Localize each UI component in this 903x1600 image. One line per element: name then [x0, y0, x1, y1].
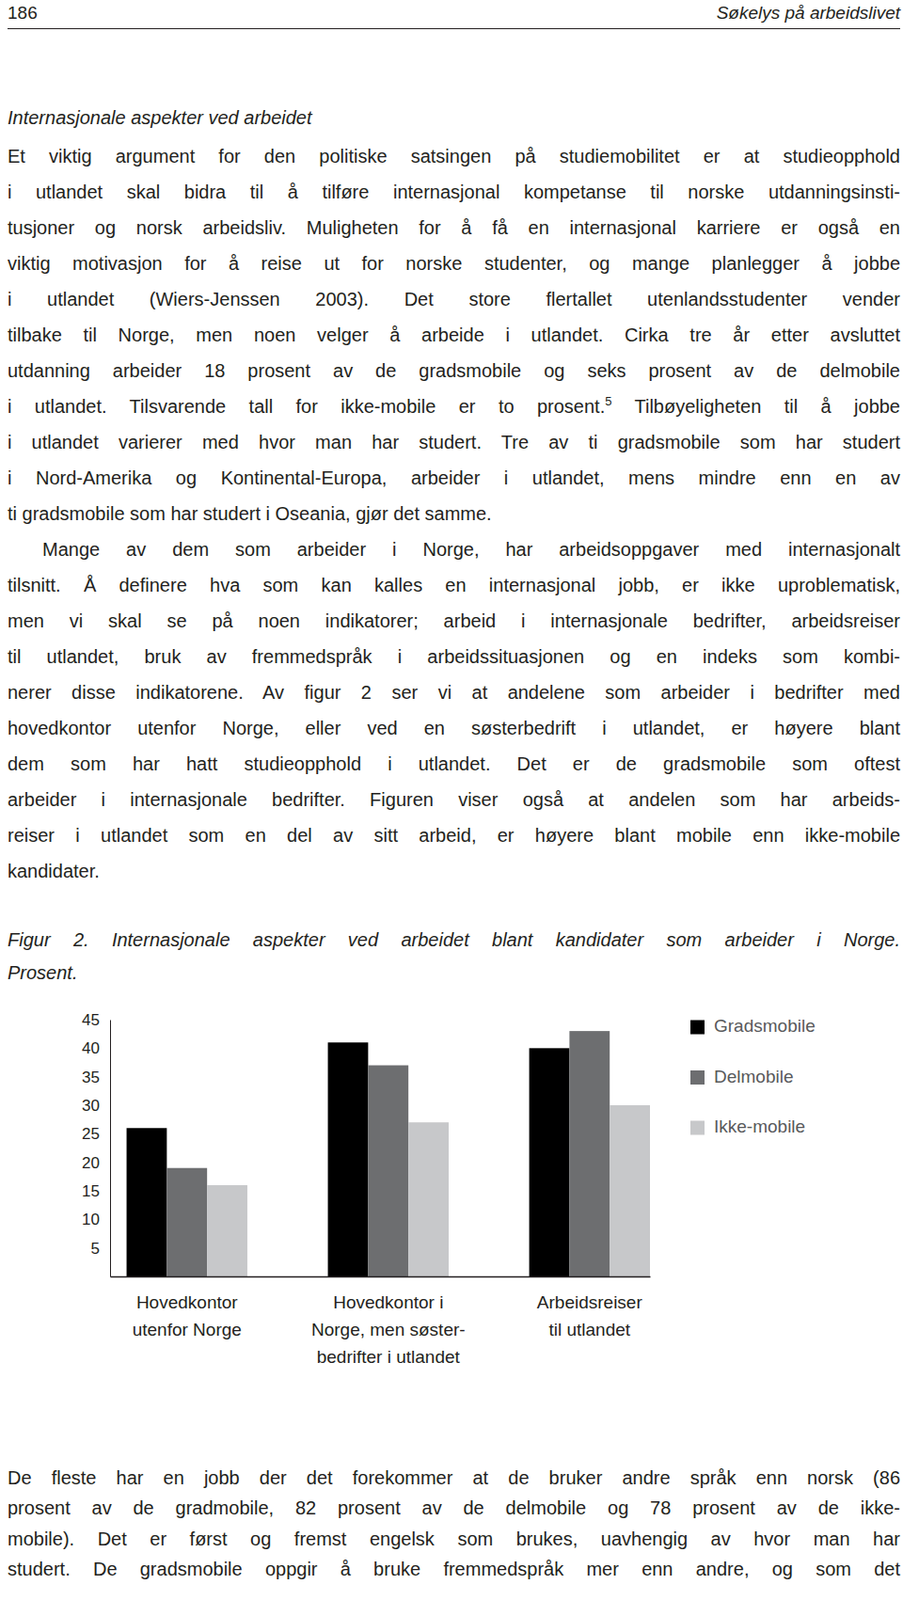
legend-label: Ikke-mobile — [713, 1116, 806, 1137]
x-tick-label: Hovedkontor i Norge, men søster-bedrifter… — [311, 1292, 466, 1367]
body-line: utdanning arbeider 18 prosent av de grad… — [7, 352, 901, 389]
legend-item: Gradsmobile — [690, 1015, 816, 1036]
x-tick-label-line: Hovedkontor i — [332, 1292, 444, 1313]
x-tick-label-line: Arbeidsreiser — [537, 1292, 644, 1313]
y-tick-label: 35 — [81, 1068, 100, 1087]
x-tick-label-line: bedrifter i utlandet — [316, 1346, 461, 1367]
bar — [408, 1122, 449, 1277]
x-tick-label-line: til utlandet — [548, 1319, 631, 1340]
y-tick-label: 45 — [81, 1011, 100, 1030]
body-line: prosent av de gradmobile, 82 prosent av … — [7, 1492, 901, 1524]
body-line: tusjoner og norsk arbeidsliv. Muligheten… — [7, 209, 901, 246]
chart: 5 10 15 20 25 30 35 40 45 Hovedkontor utenfor Norg… — [0, 0, 903, 1600]
y-tick-label: 5 — [91, 1239, 100, 1258]
figure-caption: Prosent. — [7, 956, 901, 990]
legend-item: Ikke-mobile — [690, 1116, 806, 1137]
body-line: i Nord-Amerika og Kontinental-Europa, ar… — [7, 459, 901, 496]
body-line: i utlandet. Tilsvarende tall for ikke-mo… — [7, 388, 901, 425]
body-line: men vi skal se på noen indikatorer; arbe… — [7, 602, 901, 639]
y-tick: 40 — [81, 1039, 111, 1058]
legend-item: Delmobile — [690, 1066, 793, 1087]
legend-swatch — [690, 1020, 705, 1035]
legend-swatch — [690, 1121, 705, 1136]
section-title: Internasjonale aspekter ved arbeidet — [7, 99, 313, 136]
bar — [166, 1168, 207, 1277]
y-tick-label: 30 — [81, 1096, 100, 1115]
x-tick-label-line: utenfor Norge — [132, 1319, 242, 1340]
body-line: viktig motivasjon for å reise ut for nor… — [7, 245, 901, 282]
x-tick-label-line: Norge, men søster- — [311, 1319, 466, 1340]
y-tick-label: 25 — [81, 1124, 100, 1143]
y-tick-label: 10 — [81, 1210, 100, 1229]
legend-label: Gradsmobile — [713, 1015, 816, 1036]
y-tick-label: 40 — [81, 1039, 100, 1058]
y-axis: 5 10 15 20 25 30 35 40 45 — [81, 1011, 111, 1278]
x-tick-label-line: Hovedkontor — [136, 1292, 238, 1313]
body-line: Mange av dem som arbeider i Norge, har a… — [42, 531, 901, 568]
page: 186 Søkelys på arbeidslivet Internasjonale… — [0, 0, 903, 1600]
bars — [126, 1030, 650, 1277]
body-line: studert. De gradsmobile oppgir å bruke f… — [7, 1553, 901, 1585]
body-line: i utlandet (Wiers-Jenssen 2003). Det sto… — [7, 281, 901, 317]
y-axis-line — [110, 1020, 111, 1278]
bar — [328, 1042, 369, 1277]
y-tick: 15 — [81, 1182, 111, 1201]
header-rule — [7, 28, 901, 30]
body-line: dem som har hatt studieopphold i utlande… — [7, 745, 901, 782]
x-tick: Arbeidsreiser til utlandet — [537, 1276, 644, 1340]
footnote-ref: 5 — [604, 394, 612, 409]
body-line: i utlandet skal bidra til å tilføre inte… — [7, 174, 901, 210]
x-tick: Hovedkontor i Norge, men søster-bedrifter… — [311, 1276, 466, 1367]
figure-caption: Figur 2. Internasjonale aspekter ved arb… — [7, 923, 901, 957]
y-tick: 5 — [91, 1239, 111, 1258]
body-line: tilbake til Norge, men noen velger å arb… — [7, 316, 901, 353]
x-tick: Hovedkontor utenfor Norge — [132, 1276, 242, 1340]
legend-label: Delmobile — [713, 1066, 793, 1087]
bar — [529, 1047, 571, 1277]
x-tick-label: Hovedkontor utenfor Norge — [132, 1292, 242, 1340]
page-number: 186 — [7, 0, 38, 27]
legend: Gradsmobile Delmobile Ikke-mobile — [690, 1015, 816, 1137]
bar — [609, 1105, 650, 1277]
y-tick: 20 — [81, 1154, 111, 1173]
text-span: i utlandet. Tilsvarende tall for ikke-mo… — [7, 396, 605, 417]
text-span: Tilbøyeligheten til å jobbe — [611, 396, 901, 417]
y-tick-label: 15 — [81, 1182, 100, 1201]
x-tick-label: Arbeidsreiser til utlandet — [537, 1292, 644, 1340]
y-tick: 30 — [81, 1096, 111, 1115]
body-line: reiser i utlandet som en del av sitt arb… — [7, 817, 901, 854]
x-axis: Hovedkontor utenfor Norge Hovedkontor i Nor… — [110, 1276, 651, 1367]
y-tick: 25 — [81, 1124, 111, 1143]
legend-swatch — [690, 1070, 705, 1085]
x-axis-line — [110, 1276, 651, 1278]
bar — [206, 1185, 248, 1277]
body-line: arbeider i internasjonale bedrifter. Fig… — [7, 781, 901, 818]
bar — [367, 1065, 409, 1277]
y-tick: 10 — [81, 1210, 111, 1229]
body-line: mobile). Det er først og fremst engelsk … — [7, 1523, 901, 1555]
y-tick-label: 20 — [81, 1154, 100, 1173]
body-line: tilsnitt. Å definere hva som kan kalles … — [7, 567, 901, 603]
y-tick: 45 — [81, 1011, 111, 1030]
body-line: hovedkontor utenfor Norge, eller ved en … — [7, 710, 901, 746]
bar — [569, 1030, 610, 1277]
body-line: ti gradsmobile som har studert i Oseania… — [7, 495, 901, 532]
body-line: Et viktig argument for den politiske sat… — [7, 138, 901, 175]
running-title: Søkelys på arbeidslivet — [716, 0, 901, 27]
body-line: til utlandet, bruk av fremmedspråk i arb… — [7, 638, 901, 675]
y-tick: 35 — [81, 1068, 111, 1087]
bar — [126, 1127, 168, 1277]
body-line: nerer disse indikatorene. Av figur 2 ser… — [7, 674, 901, 711]
body-line: i utlandet varierer med hvor man har stu… — [7, 424, 901, 460]
body-line: De fleste har en jobb der det forekommer… — [7, 1462, 901, 1494]
body-line: kandidater. — [7, 853, 901, 889]
